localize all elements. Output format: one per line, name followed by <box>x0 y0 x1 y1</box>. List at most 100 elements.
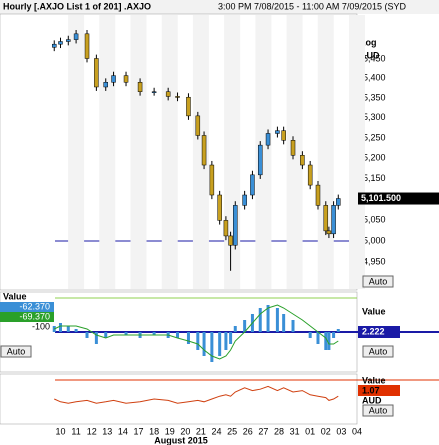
day-band <box>161 15 178 289</box>
line-panel <box>0 373 358 425</box>
candle-body <box>58 41 63 45</box>
x-tick-label: 21 <box>196 426 206 436</box>
candle-body <box>307 164 313 186</box>
right-title: Value <box>362 375 386 385</box>
x-tick-label: 10 <box>55 426 65 436</box>
candle-body <box>331 205 336 235</box>
candle-body <box>201 135 207 166</box>
x-tick-label: 18 <box>149 426 159 436</box>
x-tick-label: 12 <box>87 426 97 436</box>
day-band <box>255 15 272 289</box>
candle-body <box>186 96 191 117</box>
candle-body <box>195 115 201 136</box>
osc-bar <box>266 305 270 332</box>
candle-body <box>250 174 255 196</box>
osc-bar <box>224 332 228 350</box>
y-tick-label: 5,050 <box>363 214 386 224</box>
candle-body <box>217 194 222 221</box>
auto-label[interactable]: Auto <box>7 346 26 356</box>
osc-bar <box>85 332 89 338</box>
candle-body <box>94 58 99 88</box>
x-tick-label: 03 <box>336 426 346 436</box>
candle-body <box>73 33 79 40</box>
left-label-box <box>0 312 54 322</box>
candle-body <box>290 140 296 156</box>
y-tick-label: 5,450 <box>363 53 386 63</box>
main-panel <box>0 13 358 291</box>
candle-body <box>257 144 263 176</box>
auto-label[interactable]: Auto <box>369 405 388 415</box>
osc-bar <box>233 326 237 332</box>
x-tick-label: 13 <box>102 426 112 436</box>
day-band <box>224 15 241 289</box>
title-bar <box>0 0 439 14</box>
auto-button[interactable] <box>0 345 32 358</box>
left-label: -69.370 <box>19 311 50 321</box>
left-title: Value <box>3 291 27 301</box>
x-tick-label: 25 <box>227 426 237 436</box>
day-band <box>130 15 147 289</box>
value-line <box>54 385 339 404</box>
candle-body <box>242 194 247 206</box>
last-price: 5,101.500 <box>361 193 401 203</box>
candle-body <box>315 184 321 206</box>
osc-bar <box>308 332 312 338</box>
left-label: -62.370 <box>19 301 50 311</box>
y-tick-label: 5,200 <box>363 152 386 162</box>
osc-bar <box>282 314 286 332</box>
x-tick-label: 04 <box>352 426 362 436</box>
unit-label: AUD <box>362 395 382 405</box>
osc-bar <box>210 332 214 362</box>
candle-body <box>209 164 215 196</box>
auto-button[interactable] <box>362 345 394 358</box>
x-tick-label: 02 <box>321 426 331 436</box>
y-tick-label: 5,150 <box>363 173 386 183</box>
auto-label[interactable]: Auto <box>369 346 388 356</box>
candle-body <box>300 155 305 166</box>
right-label: 1.07 <box>362 385 380 395</box>
osc-bar <box>324 332 328 350</box>
candle-body <box>336 198 341 206</box>
x-axis-label: August 2015 <box>154 435 208 445</box>
right-label-box <box>358 326 400 338</box>
candle-body <box>281 130 286 141</box>
y-tick-label: 5,400 <box>363 73 386 83</box>
osc-bar <box>327 332 331 350</box>
y-tick-label: 5,350 <box>363 92 386 102</box>
day-band <box>349 15 365 289</box>
osc-bar <box>74 329 78 332</box>
x-tick-label: 17 <box>134 426 144 436</box>
candle-body <box>51 43 57 48</box>
osc-bar <box>124 332 128 335</box>
osc-bar <box>332 332 336 338</box>
auto-button[interactable] <box>362 275 394 288</box>
unit-label: AUD <box>360 50 380 60</box>
scale-label: Log <box>360 37 377 47</box>
candle-body <box>137 82 143 92</box>
x-tick-label: 01 <box>305 426 315 436</box>
osc-bar <box>104 332 108 338</box>
candle-body <box>323 205 329 232</box>
candle-body <box>111 75 116 83</box>
osc-bar <box>152 332 156 335</box>
osc-bar <box>258 308 262 332</box>
auto-button[interactable] <box>362 404 394 417</box>
candle-body <box>123 75 129 83</box>
osc-bar <box>243 320 247 332</box>
right-title: Value <box>362 306 386 316</box>
osc-bar <box>186 332 190 344</box>
left-label-box <box>0 302 54 312</box>
x-tick-label: 19 <box>165 426 175 436</box>
osc-line <box>54 304 339 360</box>
candle-body <box>84 33 90 59</box>
x-tick-label: 24 <box>212 426 222 436</box>
candle-body <box>275 130 280 134</box>
auto-label[interactable]: Auto <box>369 276 388 286</box>
candle-body <box>165 91 171 97</box>
day-band <box>317 15 334 289</box>
candle-body <box>223 220 229 237</box>
y-tick-label: 4,950 <box>363 257 386 267</box>
osc-bar <box>218 332 222 356</box>
day-band <box>192 15 209 289</box>
